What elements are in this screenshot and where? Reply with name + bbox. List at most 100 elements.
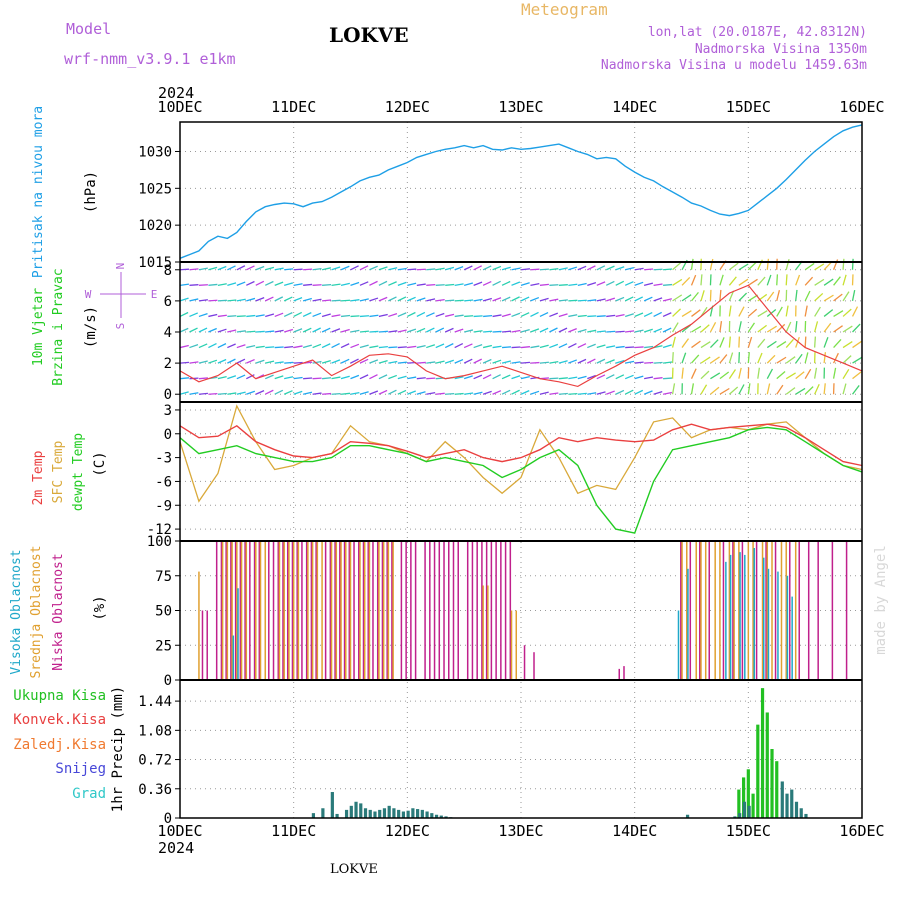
wind-barb (625, 266, 635, 271)
y-tick-label: -9 (155, 498, 172, 514)
y-tick-label: 1015 (138, 255, 172, 271)
compass-w: W (85, 288, 92, 301)
wind-barb (388, 374, 398, 380)
wind-barb (416, 297, 426, 302)
wind-barb (549, 343, 559, 349)
wind-barb (502, 346, 512, 349)
wind-barb (454, 299, 464, 302)
y-tick-label: 0 (164, 673, 172, 689)
wind-barb (265, 346, 275, 349)
wind-barb (634, 329, 644, 333)
wind-barb (587, 329, 597, 333)
wind-barb (426, 268, 436, 271)
wind-barb (265, 330, 275, 333)
wind-barb (397, 267, 407, 271)
wind-barb (284, 268, 294, 271)
wind-barb (378, 374, 388, 380)
wind-barb (265, 360, 275, 364)
pressure-line (179, 124, 863, 259)
wind-barb (795, 289, 798, 301)
y-tick-label: 0 (164, 427, 172, 443)
wind-barb (331, 328, 341, 333)
wind-barb (785, 387, 796, 395)
wind-barb (463, 343, 473, 349)
wind-barb (690, 258, 694, 270)
wind-barb (757, 276, 766, 286)
wind-barb (435, 360, 445, 364)
wind-barb (615, 359, 625, 364)
wind-barb (596, 315, 606, 318)
wind-barb (217, 314, 227, 318)
wind-barb (435, 298, 445, 302)
wind-barb (804, 305, 808, 317)
wind-barb (350, 265, 359, 271)
precip-snow-bar (368, 809, 372, 818)
precip-snow-bar (330, 792, 334, 818)
wind-barb (606, 330, 616, 333)
precip-snow-bar (344, 809, 349, 818)
wind-barb (728, 336, 731, 348)
wind-barb (246, 358, 255, 364)
wind-barb (246, 297, 256, 302)
wind-barb (501, 266, 511, 271)
wind-barb (681, 338, 690, 348)
wind-barb (653, 361, 663, 364)
time-tick-bottom: 12DEC (385, 822, 430, 840)
wind-barb (255, 265, 265, 271)
wind-barb (851, 258, 854, 270)
wind-barb (596, 330, 606, 333)
t2m-line (179, 423, 863, 467)
wind-barb (407, 268, 417, 271)
wind-barb (463, 282, 474, 286)
wind-barb (445, 283, 455, 286)
wind-barb (445, 359, 454, 364)
wind-barb (710, 356, 720, 364)
wind-barb (322, 284, 332, 286)
precip-snow-bar (742, 801, 746, 818)
wind-barb (520, 329, 530, 333)
wind-barb (776, 306, 783, 317)
wind-barb (445, 299, 455, 302)
wind-barb (397, 361, 407, 364)
wind-barb (785, 305, 789, 317)
wind-barb (530, 282, 540, 286)
wind-barb (464, 329, 474, 333)
wind-barb (208, 327, 217, 333)
wind-barb (558, 267, 568, 271)
wind-barb (738, 336, 741, 348)
time-tick-top: 13DEC (498, 98, 543, 116)
wind-barb (416, 283, 426, 286)
wind-barb (246, 265, 255, 271)
wind-barb (851, 289, 856, 302)
wind-barb (293, 390, 303, 395)
wind-barb (558, 284, 568, 286)
wind-barb (511, 389, 520, 395)
wind-barb (606, 359, 615, 364)
wind-barb (340, 392, 351, 395)
wind-barb (814, 278, 825, 286)
y-tick-label: 100 (147, 534, 172, 550)
y-tick-label: 3 (164, 403, 172, 419)
wind-barb (227, 329, 237, 333)
wind-barb (322, 377, 332, 380)
wind-barb (691, 354, 700, 364)
wind-barb (227, 392, 237, 395)
wind-barb (388, 267, 398, 271)
wind-barb (454, 283, 464, 286)
wind-barb (369, 330, 379, 333)
wind-barb (293, 345, 303, 349)
wind-barb (511, 361, 521, 364)
wind-barb (198, 360, 208, 364)
wind-barb (331, 266, 341, 271)
wind-barb (757, 324, 767, 333)
wind-barb (606, 314, 616, 318)
wind-barb (208, 359, 218, 364)
wind-barb (653, 311, 662, 318)
precip-snow-bar (411, 808, 415, 818)
wind-barb (217, 265, 227, 271)
wind-barb (264, 280, 274, 286)
wind-barb (217, 343, 227, 349)
wind-barb (274, 329, 284, 333)
wind-barb (340, 328, 350, 333)
wind-barb (236, 315, 246, 318)
